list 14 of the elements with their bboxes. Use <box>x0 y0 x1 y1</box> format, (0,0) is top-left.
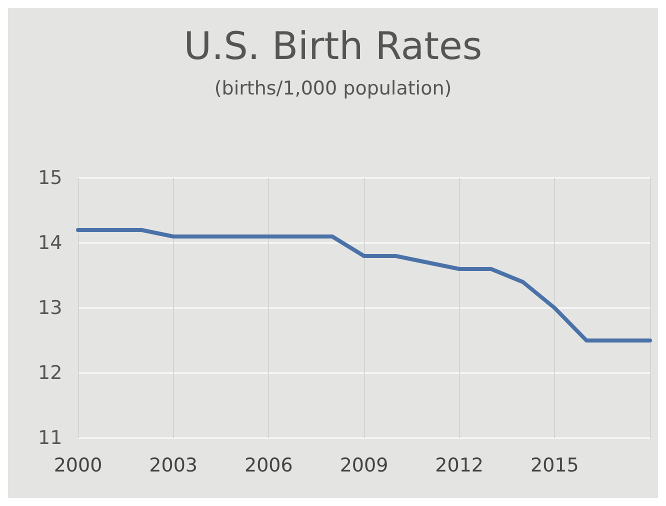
x-tick-label: 2006 <box>244 454 293 476</box>
x-tick-label: 2015 <box>530 454 579 476</box>
x-tick-label: 2000 <box>54 454 102 476</box>
y-tick-label: 12 <box>38 362 62 384</box>
y-tick-label: 14 <box>38 232 62 254</box>
line-series <box>76 228 652 342</box>
chart-title: U.S. Birth Rates <box>184 24 482 68</box>
x-tick-label: 2003 <box>149 454 198 476</box>
y-tick-label: 13 <box>38 297 62 319</box>
x-tick-label: 2009 <box>340 454 388 476</box>
y-tick-label: 11 <box>38 427 62 449</box>
chart-subtitle: (births/1,000 population) <box>214 78 452 100</box>
x-tick-label: 2012 <box>435 454 484 476</box>
y-tick-label: 15 <box>38 167 62 189</box>
